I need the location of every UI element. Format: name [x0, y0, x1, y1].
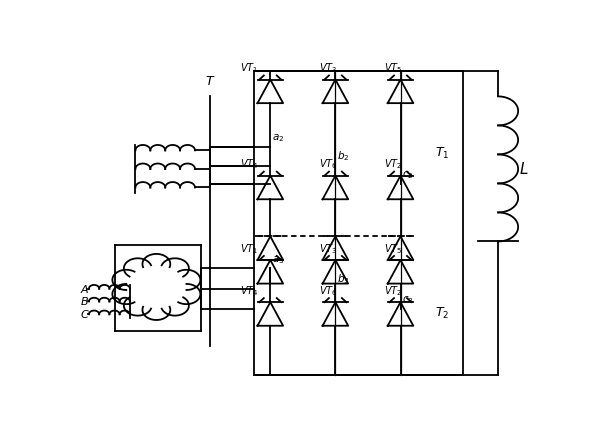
Text: $L$: $L$	[519, 161, 529, 177]
Text: $VT_2$: $VT_2$	[385, 284, 403, 298]
Text: $VT_3$: $VT_3$	[319, 242, 338, 256]
Text: $c_3$: $c_3$	[403, 294, 414, 306]
Text: $VT_6$: $VT_6$	[319, 158, 338, 171]
Text: $b_3$: $b_3$	[337, 272, 350, 286]
Text: $VT_1$: $VT_1$	[240, 242, 259, 256]
Text: $a_3$: $a_3$	[272, 254, 284, 266]
Text: $VT_2$: $VT_2$	[385, 158, 403, 171]
Text: $VT_4$: $VT_4$	[240, 284, 259, 298]
Text: $VT_1$: $VT_1$	[240, 61, 259, 75]
Text: $a_2$: $a_2$	[272, 132, 284, 144]
Text: $A$: $A$	[80, 283, 89, 295]
Text: $VT_5$: $VT_5$	[385, 61, 403, 75]
Text: $VT_4$: $VT_4$	[240, 158, 259, 171]
Text: $VT_6$: $VT_6$	[319, 284, 338, 298]
Text: $B$: $B$	[80, 296, 89, 307]
Text: $T_2$: $T_2$	[436, 307, 449, 321]
Text: $T_1$: $T_1$	[436, 146, 450, 161]
Text: $c_2$: $c_2$	[403, 170, 414, 181]
Text: $T$: $T$	[205, 75, 215, 88]
Text: $b_2$: $b_2$	[337, 149, 350, 163]
Text: $VT_5$: $VT_5$	[385, 242, 403, 256]
Text: $VT_3$: $VT_3$	[319, 61, 338, 75]
Text: $C$: $C$	[80, 308, 89, 320]
